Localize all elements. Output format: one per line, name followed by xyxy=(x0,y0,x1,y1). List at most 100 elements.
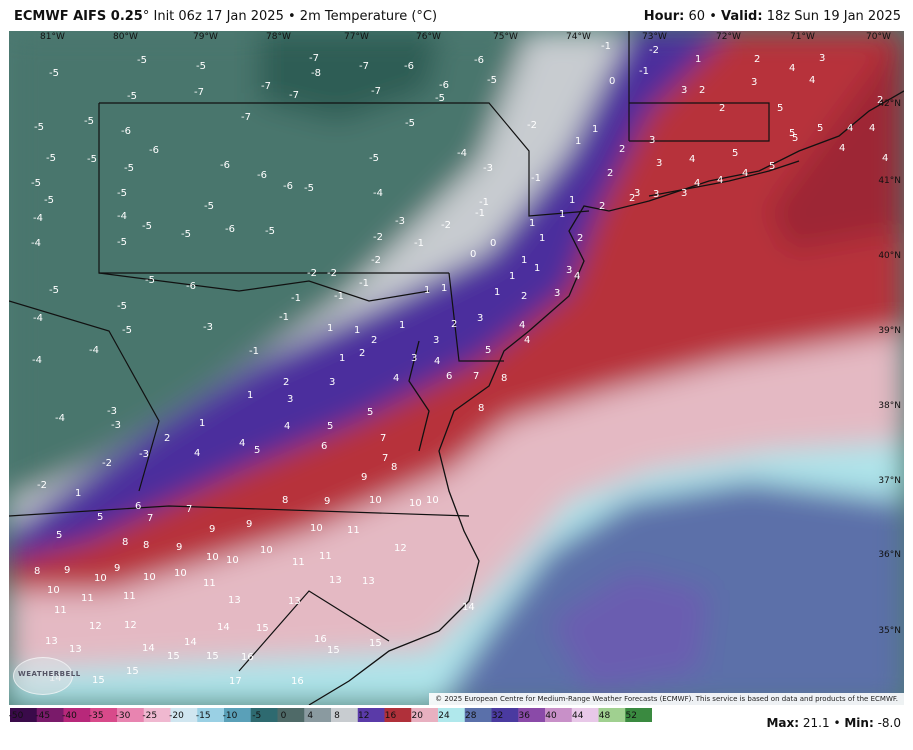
grid-value: 13 xyxy=(69,644,82,655)
colorbar-segment xyxy=(224,708,252,722)
grid-value: -5 xyxy=(145,275,155,286)
colorbar-segment xyxy=(331,708,359,722)
colorbar-label: 44 xyxy=(572,711,584,721)
grid-value: 12 xyxy=(394,543,407,554)
grid-value: 13 xyxy=(45,636,58,647)
grid-value: 2 xyxy=(164,433,170,444)
grid-value: -4 xyxy=(457,148,467,159)
grid-value: 4 xyxy=(239,438,245,449)
max-min-summary: Max: 21.1 • Min: -8.0 xyxy=(766,716,901,730)
colorbar-segment xyxy=(518,708,546,722)
grid-value: -2 xyxy=(307,268,317,279)
grid-value: -5 xyxy=(46,153,56,164)
grid-value: 1 xyxy=(509,271,515,282)
grid-value: 4 xyxy=(869,123,875,134)
grid-value: -6 xyxy=(283,181,293,192)
grid-value: 12 xyxy=(89,621,102,632)
grid-value: 4 xyxy=(809,75,815,86)
atlantic-coastline xyxy=(308,90,904,705)
min-label: Min: xyxy=(844,716,874,730)
grid-value: 9 xyxy=(64,565,70,576)
grid-value: 1 xyxy=(399,320,405,331)
grid-value: 8 xyxy=(34,566,40,577)
grid-value: -1 xyxy=(414,238,424,249)
grid-value: 4 xyxy=(574,271,580,282)
grid-value: 3 xyxy=(653,189,659,200)
grid-value: 15 xyxy=(206,651,219,662)
colorbar-segment xyxy=(598,708,626,722)
grid-value: -7 xyxy=(289,90,299,101)
colorbar-label: -20 xyxy=(169,711,184,721)
temperature-map[interactable]: -5 -5 -5 -7 -8 -7 -6 -6 -5 -5 -7 -7 -7 -7 -6 -5 -5 -5 -6 -7… xyxy=(9,31,904,705)
grid-value: 5 xyxy=(367,407,373,418)
grid-value: 11 xyxy=(347,525,360,536)
grid-value: 5 xyxy=(485,345,491,356)
grid-value: -6 xyxy=(186,281,196,292)
grid-value: -4 xyxy=(33,313,43,324)
ny-pa-border xyxy=(99,102,590,217)
logo-text: WEATHERBELL xyxy=(18,670,81,678)
grid-value: 2 xyxy=(719,103,725,114)
grid-value: -2 xyxy=(373,232,383,243)
grid-value: 9 xyxy=(324,496,330,507)
grid-value: 3 xyxy=(656,158,662,169)
grid-value: 13 xyxy=(288,596,301,607)
grid-value: 13 xyxy=(362,576,375,587)
colorbar-segment xyxy=(197,708,225,722)
grid-value: 10 xyxy=(206,552,219,563)
grid-value: 3 xyxy=(681,188,687,199)
max-label: Max: xyxy=(766,716,800,730)
grid-value: -4 xyxy=(117,211,127,222)
grid-value: 2 xyxy=(629,193,635,204)
latitude-label: 36°N xyxy=(878,550,901,560)
grid-value: 3 xyxy=(433,335,439,346)
wv-border xyxy=(9,300,160,492)
grid-value: 3 xyxy=(411,353,417,364)
grid-value: -5 xyxy=(265,226,275,237)
grid-value: 7 xyxy=(147,513,153,524)
grid-value: 0 xyxy=(609,76,615,87)
grid-value: 15 xyxy=(369,638,382,649)
latitude-label: 40°N xyxy=(878,251,901,261)
grid-value: -7 xyxy=(309,53,319,64)
nc-sc-border xyxy=(238,590,390,672)
grid-value: 8 xyxy=(143,540,149,551)
colorbar-label: 8 xyxy=(334,711,340,721)
grid-value: -4 xyxy=(31,238,41,249)
colorbar-segment xyxy=(63,708,91,722)
grid-value: 14 xyxy=(217,622,230,633)
pink-band xyxy=(9,331,904,671)
grid-value: 7 xyxy=(473,371,479,382)
state-borders xyxy=(9,31,770,672)
grid-value: 1 xyxy=(559,209,565,220)
grid-value: -5 xyxy=(181,229,191,240)
colorbar-label: 16 xyxy=(384,711,397,721)
warm-red-band xyxy=(9,31,904,591)
grid-value: -3 xyxy=(203,322,213,333)
colorbar-label: -30 xyxy=(115,711,131,721)
min-value: -8.0 xyxy=(877,716,901,730)
grid-value: 1 xyxy=(199,418,205,429)
grid-value: 3 xyxy=(287,394,293,405)
grid-value: 10 xyxy=(426,495,439,506)
grid-value: 10 xyxy=(310,523,323,534)
grid-value: 10 xyxy=(369,495,382,506)
latitude-label: 39°N xyxy=(878,326,901,336)
grid-value: -4 xyxy=(373,188,383,199)
grid-value: 4 xyxy=(393,373,399,384)
grid-value: 7 xyxy=(380,433,386,444)
grid-value: -5 xyxy=(369,153,379,164)
grid-value: 1 xyxy=(575,136,581,147)
grid-value: 1 xyxy=(695,54,701,65)
grid-value: 14 xyxy=(142,643,155,654)
grid-value: 0 xyxy=(470,249,476,260)
grid-value: -5 xyxy=(122,325,132,336)
grid-value: -5 xyxy=(117,188,127,199)
grid-value: 4 xyxy=(717,175,723,186)
grid-value: 6 xyxy=(321,441,327,452)
colorbar-segment xyxy=(357,708,385,722)
grid-value: 5 xyxy=(769,161,775,172)
colorbar-label: -25 xyxy=(142,711,158,721)
grid-value: -1 xyxy=(279,312,289,323)
grid-value: 2 xyxy=(283,377,289,388)
